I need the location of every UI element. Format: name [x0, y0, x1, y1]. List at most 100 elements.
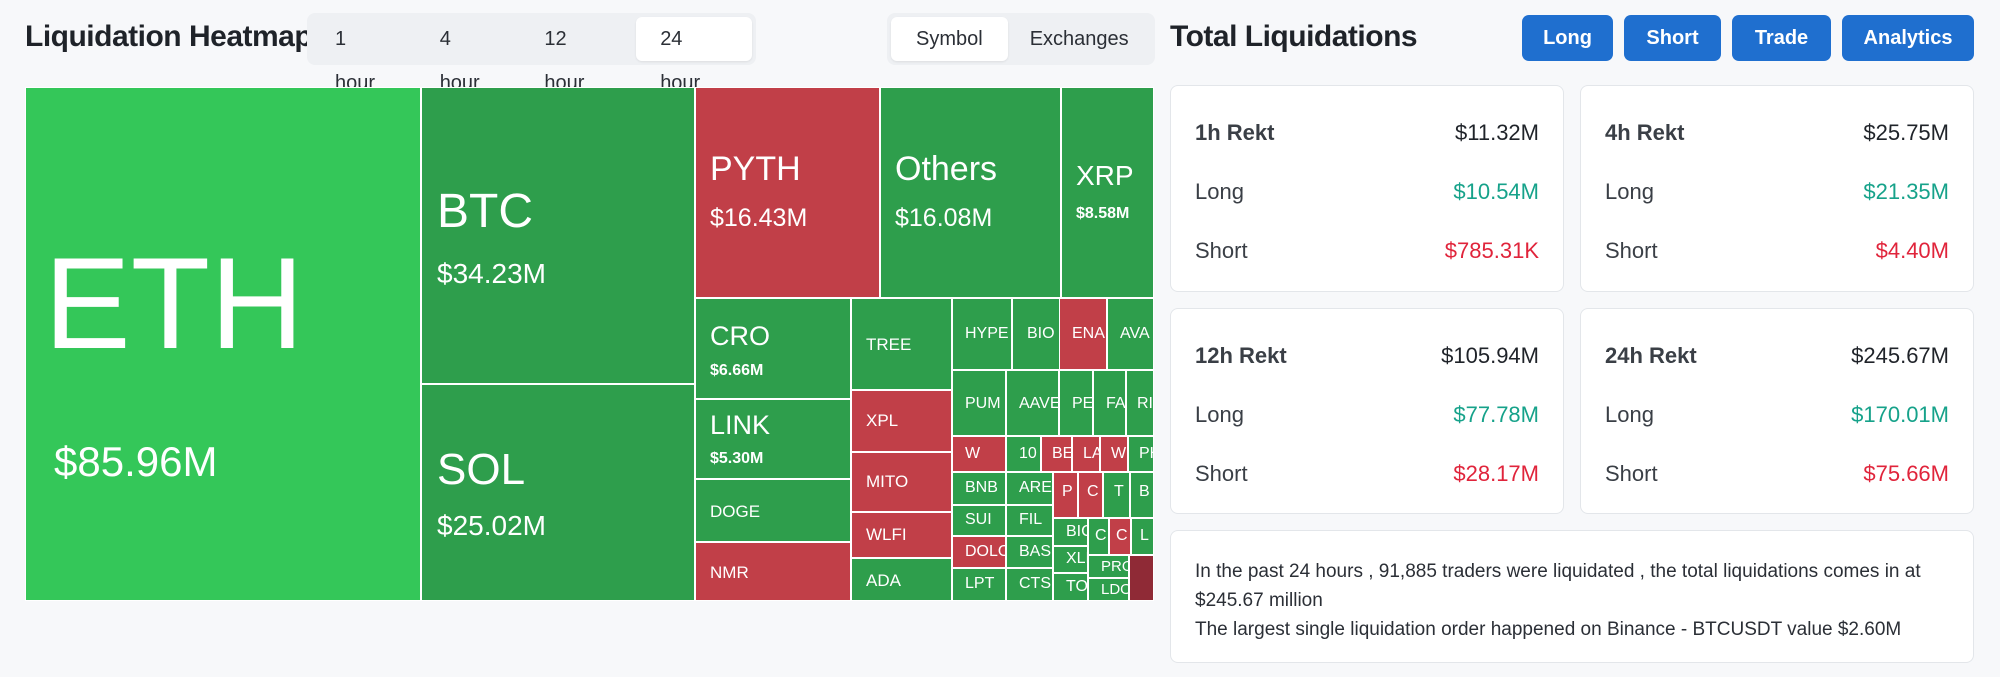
- liquidation-summary: In the past 24 hours , 91,885 traders we…: [1170, 530, 1974, 663]
- long-label: Long: [1605, 179, 1654, 204]
- tile-w2[interactable]: W: [1100, 436, 1128, 472]
- view-exchanges[interactable]: Exchanges: [1029, 28, 1129, 50]
- tile-symbol: BIC: [1066, 523, 1087, 540]
- tile-symbol: RI: [1137, 395, 1153, 412]
- tile-symbol: WLFI: [866, 525, 907, 544]
- tile-l[interactable]: L: [1131, 518, 1154, 555]
- tile-fa[interactable]: FA: [1093, 370, 1126, 436]
- tile-dark-red[interactable]: [1129, 555, 1154, 601]
- tile-dolo[interactable]: DOLO: [952, 536, 1006, 568]
- tile-cts[interactable]: CTS: [1006, 568, 1053, 601]
- tile-ada[interactable]: ADA: [851, 558, 952, 601]
- tile-tor[interactable]: TOR: [1053, 573, 1088, 601]
- tile-symbol: C: [1116, 527, 1128, 544]
- tile-symbol: AVA: [1120, 325, 1150, 342]
- tile-symbol: MITO: [866, 472, 909, 491]
- tile-doge[interactable]: DOGE: [695, 479, 851, 542]
- tile-symbol: NMR: [710, 563, 749, 582]
- tile-ena[interactable]: ENA: [1059, 298, 1107, 370]
- tile-fil[interactable]: FIL: [1006, 505, 1053, 536]
- tile-symbol: BE: [1052, 445, 1072, 462]
- summary-line-2: The largest single liquidation order hap…: [1195, 619, 1902, 640]
- tile-value: $8.58M: [1076, 205, 1130, 222]
- tile-symbol: W: [965, 445, 981, 462]
- tile-ph[interactable]: PH: [1128, 436, 1154, 472]
- tile-are[interactable]: ARE: [1006, 472, 1053, 505]
- tile-symbol: 10: [1019, 445, 1037, 462]
- tile-sui[interactable]: SUI: [952, 505, 1006, 536]
- tile-c[interactable]: C: [1078, 472, 1103, 518]
- tile-wlfi[interactable]: WLFI: [851, 512, 952, 558]
- long-label: Long: [1195, 179, 1244, 204]
- tile-sol[interactable]: SOL $25.02M: [421, 384, 695, 601]
- long-label: Long: [1605, 402, 1654, 427]
- tile-bas[interactable]: BAS: [1006, 536, 1053, 568]
- tile-xlm[interactable]: XLM: [1053, 546, 1088, 573]
- tile-be[interactable]: BE: [1041, 436, 1072, 472]
- timeframe-12h[interactable]: 12 hour: [544, 28, 585, 94]
- tile-symbol: L: [1140, 527, 1149, 544]
- timeframe-4h[interactable]: 4 hour: [439, 28, 480, 94]
- liquidation-treemap: ETH $85.96M BTC $34.23M SOL $25.02M PYTH…: [25, 87, 1154, 601]
- tile-t[interactable]: T: [1103, 472, 1130, 518]
- tile-symbol: B: [1139, 483, 1150, 500]
- tile-ava[interactable]: AVA: [1107, 298, 1154, 370]
- tile-lpt[interactable]: LPT: [952, 568, 1006, 601]
- card-label: 4h Rekt: [1605, 120, 1685, 145]
- short-value: $75.66M: [1863, 461, 1949, 486]
- tile-symbol: CTS: [1019, 575, 1051, 592]
- timeframe-selector: 1 hour 4 hour 12 hour 24 hour: [307, 13, 756, 94]
- stat-card-1h: 1h Rekt $11.32M Long $10.54M Short $785.31K: [1170, 85, 1564, 292]
- tile-link[interactable]: LINK $5.30M: [695, 399, 851, 479]
- tile-value: $6.66M: [710, 362, 764, 379]
- tile-symbol: FIL: [1019, 511, 1043, 528]
- tile-others[interactable]: Others $16.08M: [880, 87, 1061, 298]
- tile-bic[interactable]: BIC: [1053, 518, 1088, 546]
- tile-b[interactable]: B: [1130, 472, 1154, 518]
- tile-nmr[interactable]: NMR: [695, 542, 851, 601]
- tile-hype[interactable]: HYPE: [952, 298, 1012, 370]
- tile-mito[interactable]: MITO: [851, 452, 952, 512]
- tile-la[interactable]: LA: [1072, 436, 1100, 472]
- tile-o[interactable]: C: [1109, 518, 1131, 555]
- tile-pyth[interactable]: PYTH $16.43M: [695, 87, 880, 298]
- tile-pum[interactable]: PUM: [952, 370, 1006, 436]
- tile-symbol: HYPE: [965, 325, 1009, 342]
- view-symbol[interactable]: Symbol: [891, 17, 1008, 61]
- tile-ri[interactable]: RI: [1126, 370, 1154, 436]
- tile-xrp[interactable]: XRP $8.58M: [1061, 87, 1154, 298]
- tile-symbol: AAVE: [1019, 395, 1059, 412]
- card-total: $105.94M: [1441, 343, 1539, 368]
- tile-value: $25.02M: [437, 510, 546, 541]
- tile-c2[interactable]: C: [1088, 518, 1109, 555]
- analytics-button[interactable]: Analytics: [1842, 15, 1974, 61]
- short-label: Short: [1605, 461, 1658, 486]
- tile-symbol: DOLO: [965, 543, 1006, 560]
- long-button[interactable]: Long: [1522, 15, 1613, 61]
- tile-symbol: FA: [1106, 395, 1126, 412]
- tile-pe[interactable]: PE: [1059, 370, 1093, 436]
- timeframe-1h[interactable]: 1 hour: [335, 28, 376, 94]
- tile-btc[interactable]: BTC $34.23M: [421, 87, 695, 384]
- tile-cro[interactable]: CRO $6.66M: [695, 298, 851, 399]
- tile-10[interactable]: 10: [1006, 436, 1041, 472]
- card-total: $245.67M: [1851, 343, 1949, 368]
- trade-button[interactable]: Trade: [1732, 15, 1831, 61]
- tile-eth[interactable]: ETH $85.96M: [25, 87, 421, 601]
- tile-bnb[interactable]: BNB: [952, 472, 1006, 505]
- tile-ldo[interactable]: LDO: [1088, 578, 1129, 601]
- tile-symbol: W: [1111, 445, 1127, 462]
- tile-p[interactable]: P: [1053, 472, 1078, 518]
- short-label: Short: [1195, 238, 1248, 263]
- tile-xpl[interactable]: XPL: [851, 390, 952, 452]
- tile-symbol: TREE: [866, 335, 912, 354]
- tile-w[interactable]: W: [952, 436, 1006, 472]
- tile-pro[interactable]: PRO: [1088, 555, 1129, 578]
- tile-symbol: P: [1062, 483, 1073, 500]
- tile-symbol: XLM: [1066, 550, 1087, 567]
- short-button[interactable]: Short: [1624, 15, 1721, 61]
- tile-aave[interactable]: AAVE: [1006, 370, 1059, 436]
- timeframe-24h[interactable]: 24 hour: [636, 17, 752, 94]
- tile-tree[interactable]: TREE: [851, 298, 952, 390]
- tile-symbol: BAS: [1019, 543, 1052, 560]
